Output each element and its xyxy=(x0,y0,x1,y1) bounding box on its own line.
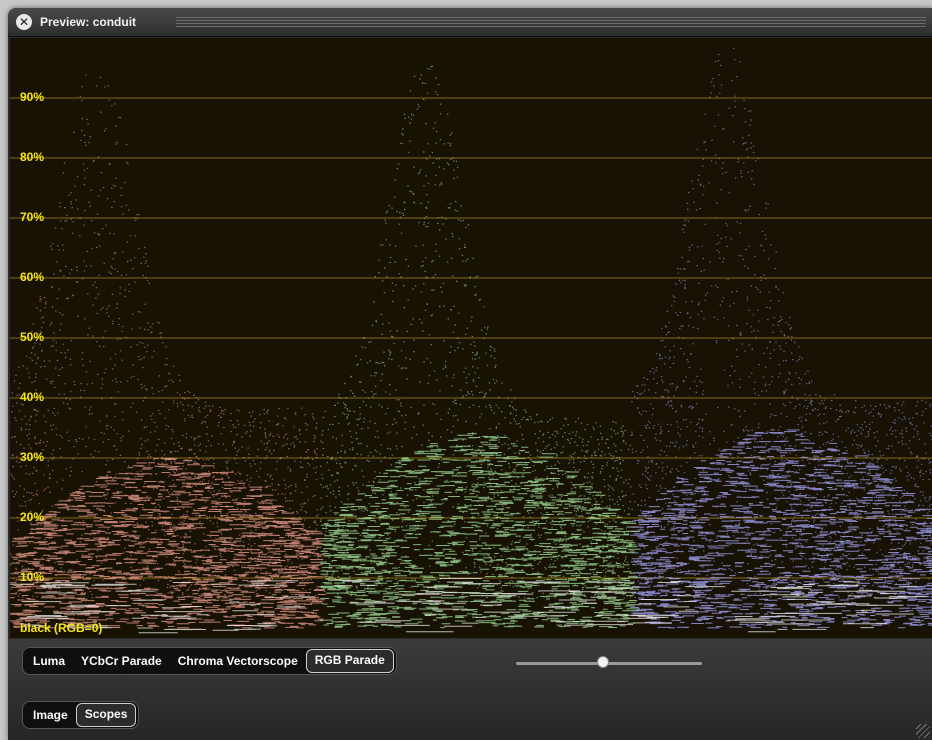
title-bar[interactable]: ✕ Preview: conduit xyxy=(8,8,932,37)
tab-luma[interactable]: Luma xyxy=(33,654,66,668)
green-channel-trace xyxy=(320,65,647,633)
view-mode-tabs: Image Scopes xyxy=(22,701,140,729)
red-channel-trace xyxy=(10,74,328,634)
grid-label: 40% xyxy=(20,390,45,404)
preview-window: ✕ Preview: conduit 90% 80% 70% 60% 50% 40% 30%… xyxy=(8,8,932,740)
black-level-label: black (RGB=0) xyxy=(20,621,103,635)
grid-label: 90% xyxy=(20,90,45,104)
tab-scopes[interactable]: Scopes xyxy=(75,703,137,727)
grid-label: 60% xyxy=(20,270,45,284)
grid-label: 70% xyxy=(20,210,45,224)
grid-label: 20% xyxy=(20,510,45,524)
tab-chroma-vectorscope[interactable]: Chroma Vectorscope xyxy=(177,654,298,668)
grid-label: 30% xyxy=(20,450,45,464)
tab-image[interactable]: Image xyxy=(33,708,68,722)
rgb-parade-scope: 90% 80% 70% 60% 50% 40% 30% 20% 10% black (RGB=0… xyxy=(10,38,932,638)
controls-panel: Luma YCbCr Parade Chroma Vectorscope RGB… xyxy=(8,639,932,740)
title-bar-grip xyxy=(176,17,926,27)
resize-grip[interactable] xyxy=(916,724,930,738)
slider-knob[interactable] xyxy=(597,656,610,668)
grid-label: 10% xyxy=(20,570,45,584)
tab-rgb-parade[interactable]: RGB Parade xyxy=(305,649,394,673)
waveform-plot xyxy=(10,47,932,634)
grid-label: 80% xyxy=(20,150,45,164)
blue-channel-trace xyxy=(630,47,932,633)
grid-label: 50% xyxy=(20,330,45,344)
close-icon[interactable]: ✕ xyxy=(16,14,32,30)
window-title: Preview: conduit xyxy=(40,15,137,29)
tab-ycbcr-parade[interactable]: YCbCr Parade xyxy=(81,654,162,668)
scope-mode-tabs: Luma YCbCr Parade Chroma Vectorscope RGB… xyxy=(22,647,397,675)
scope-intensity-slider[interactable] xyxy=(516,662,702,665)
